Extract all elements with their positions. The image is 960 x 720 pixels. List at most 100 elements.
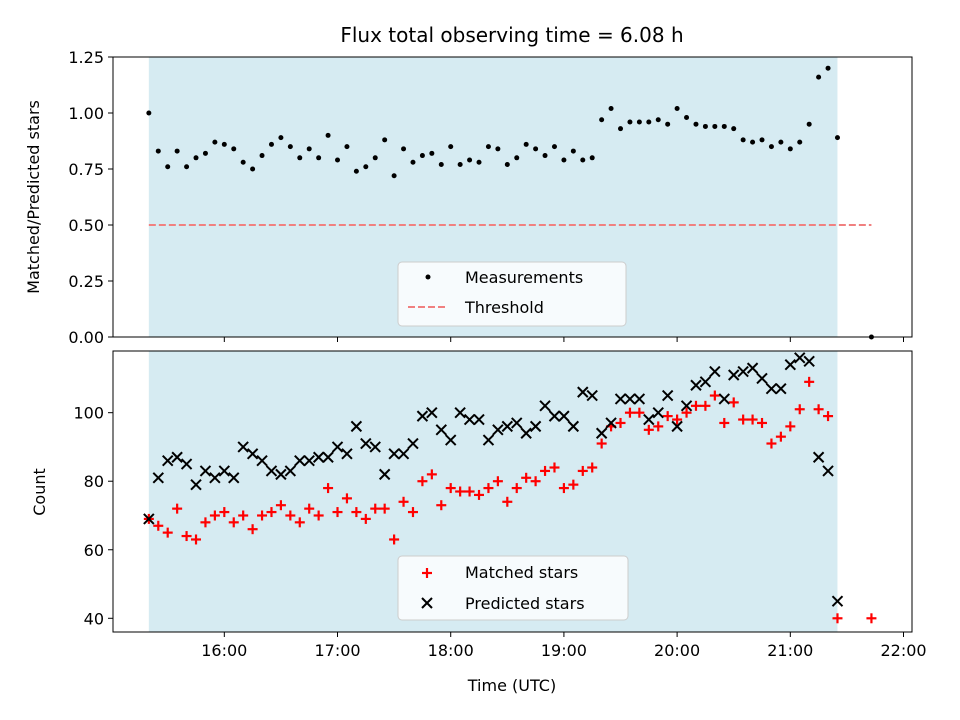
predicted-star-point-b [614,393,627,405]
measurement-point [806,121,812,127]
matched-star-point [587,462,598,473]
measurement-point [184,164,190,170]
measurement-point [372,155,378,161]
measurements-legend-label: Measurements [465,268,583,287]
measurement-point [740,137,746,143]
matched-star-point [832,613,843,624]
matched-star-point [370,503,381,514]
measurement-point [268,141,274,147]
matched-star-point [728,397,739,408]
predicted-star-point [426,406,438,419]
predicted-star-points [143,352,844,607]
predicted-star-point [680,400,693,412]
measurement-point [580,157,586,163]
predicted-legend-marker [421,597,433,609]
matched-legend-label: Matched stars [465,563,578,582]
predicted-star-point-b [275,468,287,481]
predicted-star-point [265,465,278,477]
predicted-star-point-b [397,448,410,460]
measurement-point [542,153,548,159]
predicted-star-point-b [416,410,429,422]
count-axes-frame [112,350,913,633]
predicted-star-point [671,420,683,433]
predicted-star-point [511,417,523,429]
matched-star-point [804,376,815,387]
matched-star-point [191,534,202,545]
measurement-point [504,162,510,168]
predicted-star-point-b [265,465,278,477]
predicted-star-point-b [548,410,561,422]
matched-star-point [775,431,786,442]
predicted-star-point-b [794,352,806,364]
ratio-legend-box [397,261,627,327]
measurement-point [655,117,661,123]
predicted-star-point-b [162,454,174,467]
time-x-tick-label: 19:00 [541,641,587,660]
ratio-y-tick-label: 0.50 [68,216,104,235]
predicted-star-point-b [643,413,655,426]
predicted-star-point [690,379,702,391]
predicted-star-point [322,451,334,463]
matched-star-point [766,438,777,449]
ratio-y-tick-label: 1.25 [68,48,104,67]
ratio-y-axis-label: Matched/Predicted stars [24,100,43,294]
matched-star-point [445,483,456,494]
predicted-star-point [529,420,542,433]
measurement-point [759,137,765,143]
matched-star-point [596,438,607,449]
matched-star-point [398,496,409,507]
measurement-point [816,74,822,80]
measurements-legend-marker [425,274,431,280]
predicted-star-point-b [728,369,740,381]
ratio-x-ticks [223,337,905,342]
matched-star-point [257,510,268,521]
matched-star-point [266,507,277,518]
matched-star-point [407,507,418,518]
predicted-star-point [520,427,532,439]
predicted-star-point-b [143,513,155,525]
predicted-star-point [463,413,476,426]
predicted-star-point [416,410,429,422]
predicted-star-point-b [303,454,315,467]
measurement-point [665,121,671,127]
count-y-tick-label: 60 [84,541,104,560]
predicted-star-point [454,406,466,419]
measurement-point [627,119,633,125]
predicted-star-point-b [822,465,834,477]
predicted-star-point [256,454,268,467]
matched-star-point [455,486,466,497]
time-x-tick-label: 16:00 [201,641,247,660]
predicted-star-point-b [463,413,476,426]
measurement-point [561,157,567,163]
matched-star-point [172,503,183,514]
measurement-point [514,155,520,161]
predicted-star-point [209,472,221,484]
measurement-point [712,123,718,129]
predicted-star-point [397,448,410,460]
measurement-point [570,148,576,154]
time-x-tick-label: 18:00 [428,641,474,660]
matched-star-point [153,520,164,531]
time-x-tick-label: 20:00 [654,641,700,660]
matched-star-point [323,483,334,494]
measurement-point [721,123,727,129]
predicted-star-point-b [435,424,447,436]
predicted-star-point-b [350,420,363,433]
measurement-point [787,146,793,152]
time-x-tick-label: 17:00 [314,641,360,660]
measurement-point [438,162,444,168]
matched-star-point [200,517,211,528]
predicted-star-point-b [360,437,372,450]
predicted-star-point-b [246,448,259,460]
ratio-legend: Measurements Threshold [397,261,627,327]
predicted-star-point [699,376,712,388]
predicted-star-point-b [558,410,570,422]
predicted-star-point-b [586,389,598,402]
matched-star-point [709,390,720,401]
predicted-star-point [445,434,457,446]
measurement-point [646,119,652,125]
measurement-point [259,153,265,159]
predicted-star-point [775,382,787,395]
matched-star-point [341,493,352,504]
predicted-star-point [539,400,551,412]
